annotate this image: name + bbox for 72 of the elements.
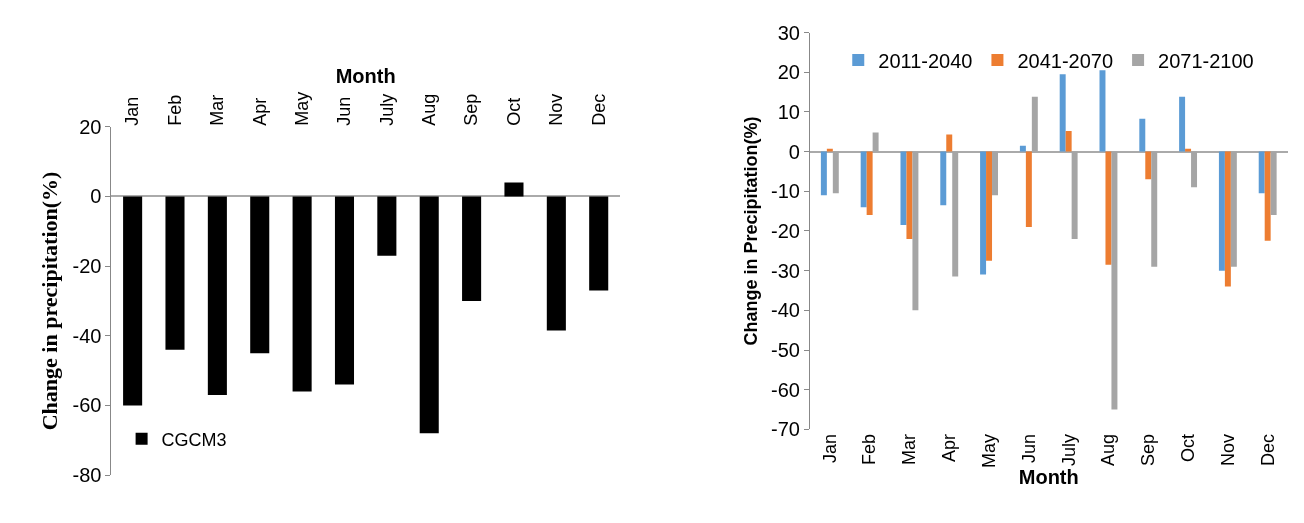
x-tick-label: Mar (899, 433, 920, 465)
y-tick-label: -50 (771, 339, 800, 361)
bar (900, 151, 907, 225)
x-tick-label: Jan (819, 433, 840, 463)
bar (1145, 151, 1152, 180)
x-tick-label: Jun (1018, 433, 1039, 463)
x-tick-label: Apr (249, 97, 270, 126)
x-tick-label: July (376, 93, 397, 126)
x-tick-label: Oct (1177, 433, 1198, 462)
x-tick-label: Jun (334, 96, 355, 126)
bar (980, 151, 987, 275)
x-tick-label: Feb (164, 94, 185, 126)
y-tick-label: 30 (777, 21, 800, 44)
x-tick-label: May (291, 91, 312, 126)
bar (866, 151, 873, 216)
x-tick-label: Sep (461, 93, 482, 126)
x-tick-label: Sep (1138, 433, 1159, 466)
bar (1059, 74, 1066, 152)
bar (1065, 130, 1072, 152)
bar (1019, 145, 1026, 152)
bar (1258, 151, 1265, 194)
bar (1218, 151, 1225, 271)
bar (1179, 96, 1186, 152)
x-tick-label: Apr (939, 433, 960, 462)
bar (940, 151, 947, 206)
y-tick-label: 20 (79, 115, 102, 138)
y-tick-label: -10 (771, 180, 800, 203)
x-axis-title: Month (1018, 465, 1079, 488)
bar (946, 134, 953, 152)
legend-label: 2041-2070 (1017, 49, 1114, 72)
y-tick-label: 0 (788, 140, 800, 163)
x-axis-title: Month (335, 65, 396, 88)
x-tick-label: Nov (546, 93, 567, 126)
bar (906, 151, 913, 239)
y-tick-label: 0 (90, 185, 102, 208)
bar (820, 151, 827, 196)
x-tick-label: Aug (1098, 433, 1119, 466)
y-tick-label: -60 (72, 394, 102, 417)
x-tick-label: July (1058, 433, 1079, 466)
y-tick-label: -20 (771, 219, 800, 242)
y-tick-label: -40 (771, 299, 800, 322)
y-tick-label: -80 (72, 464, 102, 487)
bar (1224, 151, 1231, 287)
y-axis-title: Change in precipitation(%) (37, 171, 63, 431)
y-tick-label: 10 (777, 100, 800, 123)
y-tick-label: -40 (72, 324, 102, 347)
x-tick-label: Nov (1217, 433, 1238, 466)
legend-label: 2071-2100 (1158, 49, 1254, 72)
y-axis-title: Change in Precipitation(%) (741, 116, 762, 346)
bar (1105, 151, 1112, 265)
x-tick-label: Aug (419, 93, 440, 126)
y-tick-label: -70 (771, 418, 800, 441)
x-tick-label: Dec (1257, 433, 1278, 466)
x-tick-label: Feb (859, 433, 880, 465)
x-tick-label: Jan (122, 96, 143, 126)
y-tick-label: -60 (771, 378, 800, 401)
x-tick-label: Mar (207, 94, 228, 126)
bar (986, 151, 993, 261)
bar (1025, 151, 1032, 227)
bar (1139, 118, 1146, 152)
bar (826, 148, 833, 152)
x-tick-label: Oct (503, 97, 524, 126)
bar (1264, 151, 1271, 241)
y-tick-label: -30 (771, 259, 800, 282)
y-tick-label: -20 (72, 255, 102, 278)
legend-label: CGCM3 (161, 429, 227, 450)
x-tick-label: May (978, 433, 999, 468)
y-tick-label: 20 (777, 61, 800, 84)
x-tick-label: Dec (588, 93, 609, 126)
bar (860, 151, 867, 208)
bar (1185, 148, 1192, 152)
legend-label: 2011-2040 (878, 49, 973, 72)
